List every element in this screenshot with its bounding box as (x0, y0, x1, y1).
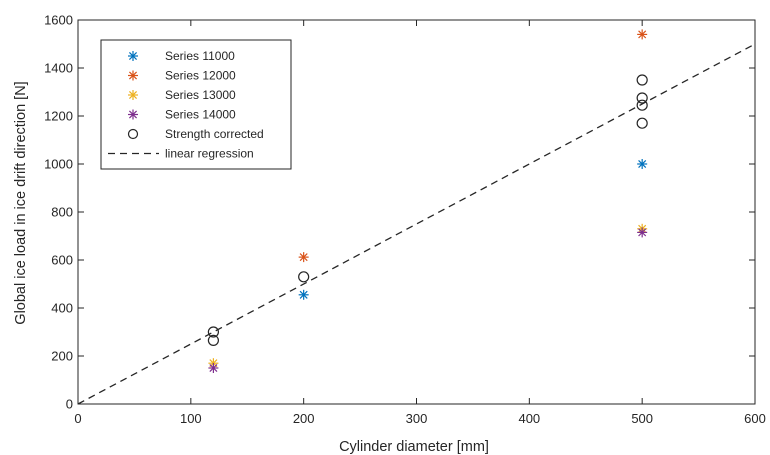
x-tick-label: 600 (744, 411, 766, 426)
legend-label: linear regression (165, 147, 254, 161)
data-point-series-1 (298, 289, 309, 300)
y-tick-label: 400 (51, 301, 73, 316)
data-point-strength-corrected (298, 271, 310, 283)
plot-area (77, 29, 756, 405)
legend-marker-asterisk (128, 90, 138, 100)
data-point-strength-corrected (636, 74, 648, 86)
legend-marker-circle (127, 128, 139, 140)
x-axis-title: Cylinder diameter [mm] (339, 439, 489, 455)
regression-line (77, 43, 756, 405)
data-point-series-2 (298, 252, 309, 263)
y-tick-label: 800 (51, 205, 73, 220)
y-tick-label: 1600 (44, 13, 73, 28)
legend-label: Strength corrected (165, 127, 264, 141)
y-tick-label: 0 (66, 397, 73, 412)
y-tick-label: 200 (51, 349, 73, 364)
data-point-series-2 (637, 29, 648, 40)
data-point-strength-corrected (636, 92, 648, 104)
legend-label: Series 13000 (165, 88, 236, 102)
legend: Series 11000 Series 12000 Series 13000 Seri… (100, 39, 292, 170)
y-tick-label: 1000 (44, 157, 73, 172)
y-axis-title: Global ice load in ice drift direction [… (13, 81, 29, 324)
legend-label: Series 11000 (165, 49, 235, 63)
x-tick-label: 0 (74, 411, 81, 426)
x-tick-label: 100 (180, 411, 202, 426)
x-tick-label: 500 (631, 411, 653, 426)
data-point-series-1 (637, 159, 648, 169)
data-point-strength-corrected (207, 334, 219, 346)
data-point-strength-corrected (207, 326, 219, 338)
x-tick-label: 300 (406, 411, 428, 426)
legend-label: Series 12000 (165, 69, 236, 83)
x-tick-label: 200 (293, 411, 315, 426)
data-point-strength-corrected (636, 99, 648, 111)
legend-marker-asterisk (128, 109, 138, 120)
legend-label: Series 14000 (165, 108, 236, 122)
y-tick-label: 600 (51, 253, 73, 268)
y-tick-label: 1400 (44, 61, 73, 76)
legend-marker-asterisk (128, 70, 138, 81)
legend-marker-asterisk (128, 51, 138, 61)
legend-box (100, 39, 292, 170)
data-point-series-4 (208, 363, 219, 373)
y-tick-label: 1200 (44, 109, 73, 124)
data-point-series-4 (637, 227, 648, 238)
axes: 0 100 200 300 400 500 600 0 200 400 600 800 1000 1200… (44, 13, 766, 427)
x-tick-label: 400 (518, 411, 540, 426)
data-point-strength-corrected (636, 117, 648, 129)
